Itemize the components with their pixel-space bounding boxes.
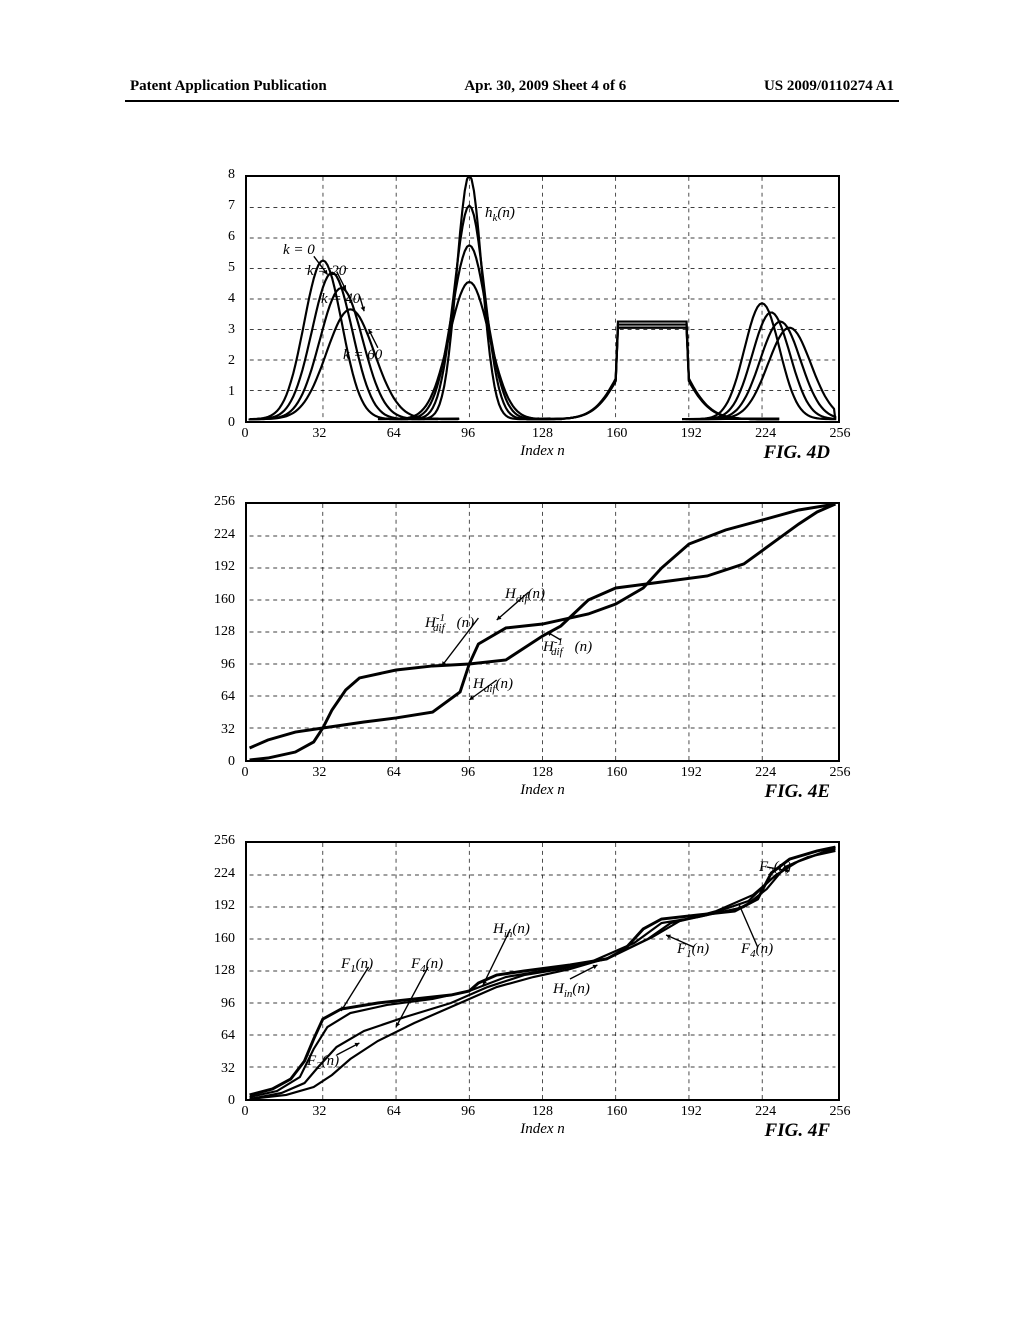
x-tick-label: 256 [830, 1104, 851, 1120]
y-tick-label: 64 [221, 1028, 235, 1044]
x-tick-label: 32 [312, 1104, 326, 1120]
header-right: US 2009/0110274 A1 [764, 78, 894, 95]
label-f1-left: F1(n) [341, 956, 373, 975]
y-axis-ticks-4e: 0326496128160192224256 [195, 502, 241, 762]
y-axis-ticks-4f: 0326496128160192224256 [195, 841, 241, 1101]
y-tick-label: 224 [214, 527, 235, 543]
x-tick-label: 224 [755, 1104, 776, 1120]
caption-4f: FIG. 4F [765, 1120, 830, 1142]
chart-4f: 0326496128160192224256 Hin(n) F2(n) F1(n… [195, 841, 840, 1138]
label-k60: k = 60 [343, 347, 382, 364]
x-tick-label: 160 [606, 426, 627, 442]
x-tick-label: 96 [461, 426, 475, 442]
x-tick-label: 0 [242, 426, 249, 442]
x-tick-label: 96 [461, 1104, 475, 1120]
chart-4e: 0326496128160192224256 Hdif(n) H-1dif(n)… [195, 502, 840, 799]
x-tick-label: 32 [312, 426, 326, 442]
y-tick-label: 8 [228, 167, 235, 183]
x-tick-label: 0 [242, 765, 249, 781]
y-tick-label: 224 [214, 866, 235, 882]
y-tick-label: 32 [221, 1061, 235, 1077]
y-tick-label: 7 [228, 198, 235, 214]
x-tick-label: 256 [830, 765, 851, 781]
y-tick-label: 0 [228, 1093, 235, 1109]
y-tick-label: 192 [214, 898, 235, 914]
x-tick-label: 64 [387, 1104, 401, 1120]
x-tick-label: 128 [532, 1104, 553, 1120]
x-axis-ticks-4e: 0326496128160192224256 [245, 762, 840, 784]
label-hdif-2: Hdif(n) [473, 676, 513, 695]
y-tick-label: 128 [214, 963, 235, 979]
x-label-4e: Index n [245, 782, 840, 799]
plot-frame-4f: Hin(n) F2(n) F1(n) F4(n) Hin(n) F1(n) F4… [245, 841, 840, 1101]
y-tick-label: 0 [228, 754, 235, 770]
label-f1-right: F1(n) [677, 941, 709, 960]
x-axis-ticks-4d: 0326496128160192224256 [245, 423, 840, 445]
label-f2-top: F2(n) [759, 859, 791, 878]
plot-frame-4d: hk(n) k = 0 k = 20 k = 40 k = 60 [245, 175, 840, 423]
y-tick-label: 64 [221, 689, 235, 705]
x-tick-label: 64 [387, 765, 401, 781]
x-tick-label: 224 [755, 765, 776, 781]
y-tick-label: 32 [221, 722, 235, 738]
y-tick-label: 6 [228, 229, 235, 245]
y-tick-label: 256 [214, 833, 235, 849]
label-k40: k = 40 [321, 291, 360, 308]
caption-4d: FIG. 4D [763, 442, 830, 464]
header-left: Patent Application Publication [130, 78, 327, 95]
caption-4e: FIG. 4E [765, 781, 830, 803]
label-hdif-1: Hdif(n) [505, 586, 545, 605]
plot-svg-4e [247, 504, 838, 760]
header-rule [125, 100, 899, 102]
x-tick-label: 256 [830, 426, 851, 442]
y-tick-label: 2 [228, 353, 235, 369]
x-tick-label: 192 [681, 426, 702, 442]
x-tick-label: 224 [755, 426, 776, 442]
y-tick-label: 160 [214, 592, 235, 608]
label-f4-right: F4(n) [741, 941, 773, 960]
x-tick-label: 160 [606, 1104, 627, 1120]
y-tick-label: 96 [221, 657, 235, 673]
page-header: Patent Application Publication Apr. 30, … [0, 78, 1024, 95]
x-tick-label: 192 [681, 1104, 702, 1120]
label-f2-bot: F2(n) [307, 1053, 339, 1072]
label-k20: k = 20 [307, 263, 346, 280]
x-tick-label: 64 [387, 426, 401, 442]
y-tick-label: 256 [214, 494, 235, 510]
y-axis-ticks-4d: 012345678 [195, 175, 241, 423]
y-tick-label: 0 [228, 415, 235, 431]
header-center: Apr. 30, 2009 Sheet 4 of 6 [464, 78, 626, 95]
label-hk: hk(n) [485, 205, 515, 224]
x-tick-label: 0 [242, 1104, 249, 1120]
y-tick-label: 4 [228, 291, 235, 307]
y-tick-label: 128 [214, 624, 235, 640]
x-tick-label: 96 [461, 765, 475, 781]
label-k0: k = 0 [283, 242, 315, 259]
plot-frame-4e: Hdif(n) H-1dif(n) H-1dif(n) Hdif(n) [245, 502, 840, 762]
y-tick-label: 5 [228, 260, 235, 276]
x-label-4d: Index n [245, 443, 840, 460]
label-hinv-2: H-1dif(n) [543, 636, 592, 658]
x-tick-label: 128 [532, 426, 553, 442]
y-tick-label: 160 [214, 931, 235, 947]
label-hin-1: Hin(n) [493, 921, 530, 940]
y-tick-label: 3 [228, 322, 235, 338]
x-tick-label: 192 [681, 765, 702, 781]
y-tick-label: 96 [221, 996, 235, 1012]
label-hinv-1: H-1dif(n) [425, 612, 474, 634]
chart-4d: 012345678 hk(n) k = 0 k = 20 k = 40 k = … [195, 175, 840, 460]
x-axis-ticks-4f: 0326496128160192224256 [245, 1101, 840, 1123]
x-tick-label: 32 [312, 765, 326, 781]
label-f4-left: F4(n) [411, 956, 443, 975]
label-hin-2: Hin(n) [553, 981, 590, 1000]
x-label-4f: Index n [245, 1121, 840, 1138]
y-tick-label: 1 [228, 384, 235, 400]
y-tick-label: 192 [214, 559, 235, 575]
x-tick-label: 128 [532, 765, 553, 781]
x-tick-label: 160 [606, 765, 627, 781]
charts-container: 012345678 hk(n) k = 0 k = 20 k = 40 k = … [195, 175, 840, 1180]
